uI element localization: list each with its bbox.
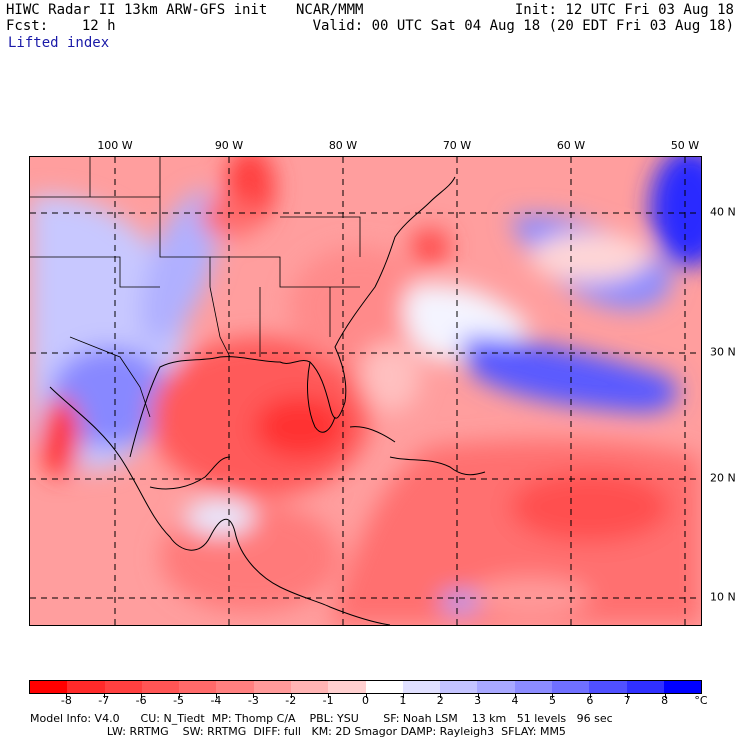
colorbar-tick-label: -4 [210,694,222,707]
colorbar-swatch [30,681,68,693]
lat-label-20n: 20 N [710,471,736,485]
valid-time: Valid: 00 UTC Sat 04 Aug 18 (20 EDT Fri … [312,18,734,34]
colorbar-tickmark [552,694,554,698]
colorbar-tick-label: 3 [474,694,482,707]
colorbar-tickmark [477,694,479,698]
colorbar-swatch [104,681,142,693]
lat-lon-grid [30,157,701,625]
colorbar-tickmark [589,694,591,698]
lat-label-40n: 40 N [710,205,736,219]
field-name: Lifted index [8,35,110,51]
source-label: NCAR/MMM [296,2,364,18]
colorbar-swatch [402,681,441,693]
colorbar-tick-label: 8 [661,694,669,707]
political-boundaries [30,157,361,418]
colorbar-swatch [216,681,254,693]
colorbar-swatch [290,681,329,693]
colorbar-swatch [67,681,105,693]
colorbar-tick-label: 4 [511,694,519,707]
colorbar [29,680,702,694]
colorbar-swatch [328,681,366,693]
colorbar-tick-label: -7 [98,694,110,707]
colorbar-tick-label: -1 [322,694,334,707]
lon-label-50w: 50 W [670,139,700,152]
colorbar-tick-label: -8 [60,694,72,707]
colorbar-unit: °C [694,694,708,707]
colorbar-tickmark [365,694,367,698]
colorbar-tick-label: 7 [623,694,631,707]
coastlines [49,176,486,626]
model-info-line1: Model Info: V4.0 CU: N_Tiedt MP: Thomp C… [30,712,613,725]
map-canvas [30,147,730,626]
lon-label-90w: 90 W [214,139,244,152]
colorbar-tick-label: 2 [436,694,444,707]
colorbar-tickmark [290,694,292,698]
lon-label-60w: 60 W [556,139,586,152]
colorbar-swatch [551,681,590,693]
colorbar-tickmark [664,694,666,698]
lat-label-30n: 30 N [710,345,736,359]
colorbar-swatch [514,681,552,693]
colorbar-tickmark [515,694,517,698]
colorbar-tick-label: 0 [362,694,369,707]
model-title: HIWC Radar II 13km ARW-GFS init [6,2,268,18]
colorbar-tick-label: -5 [173,694,185,707]
colorbar-tickmark [66,694,68,698]
lifted-index-map [29,147,730,626]
colorbar-swatch [440,681,478,693]
forecast-hour: Fcst: 12 h [6,18,116,34]
colorbar-swatch [589,681,627,693]
colorbar-swatch [253,681,291,693]
colorbar-swatch [626,681,664,693]
colorbar-tick-label: -6 [135,694,147,707]
colorbar-tickmark [253,694,255,698]
colorbar-swatch [477,681,515,693]
colorbar-tickmark [627,694,629,698]
lon-label-70w: 70 W [442,139,472,152]
model-info-line2: LW: RRTMG SW: RRTMG DIFF: full KM: 2D Sm… [30,725,566,738]
colorbar-tickmark [141,694,143,698]
colorbar-tick-label: 1 [399,694,407,707]
colorbar-swatch [365,681,403,693]
colorbar-tickmark [215,694,217,698]
colorbar-tick-label: -2 [285,694,297,707]
colorbar-tick-label: -3 [247,694,259,707]
colorbar-tickmark [328,694,330,698]
colorbar-swatch [179,681,217,693]
lon-label-100w: 100 W [97,139,133,152]
colorbar-tickmark [178,694,180,698]
lat-label-10n: 10 N [710,590,736,604]
colorbar-tickmark [103,694,105,698]
colorbar-swatch [663,681,702,693]
colorbar-tick-label: 5 [548,694,556,707]
lon-label-80w: 80 W [328,139,358,152]
colorbar-swatch [141,681,180,693]
colorbar-tickmark [440,694,442,698]
init-time: Init: 12 UTC Fri 03 Aug 18 [514,2,734,18]
colorbar-tick-label: 6 [586,694,594,707]
colorbar-tickmark [402,694,404,698]
